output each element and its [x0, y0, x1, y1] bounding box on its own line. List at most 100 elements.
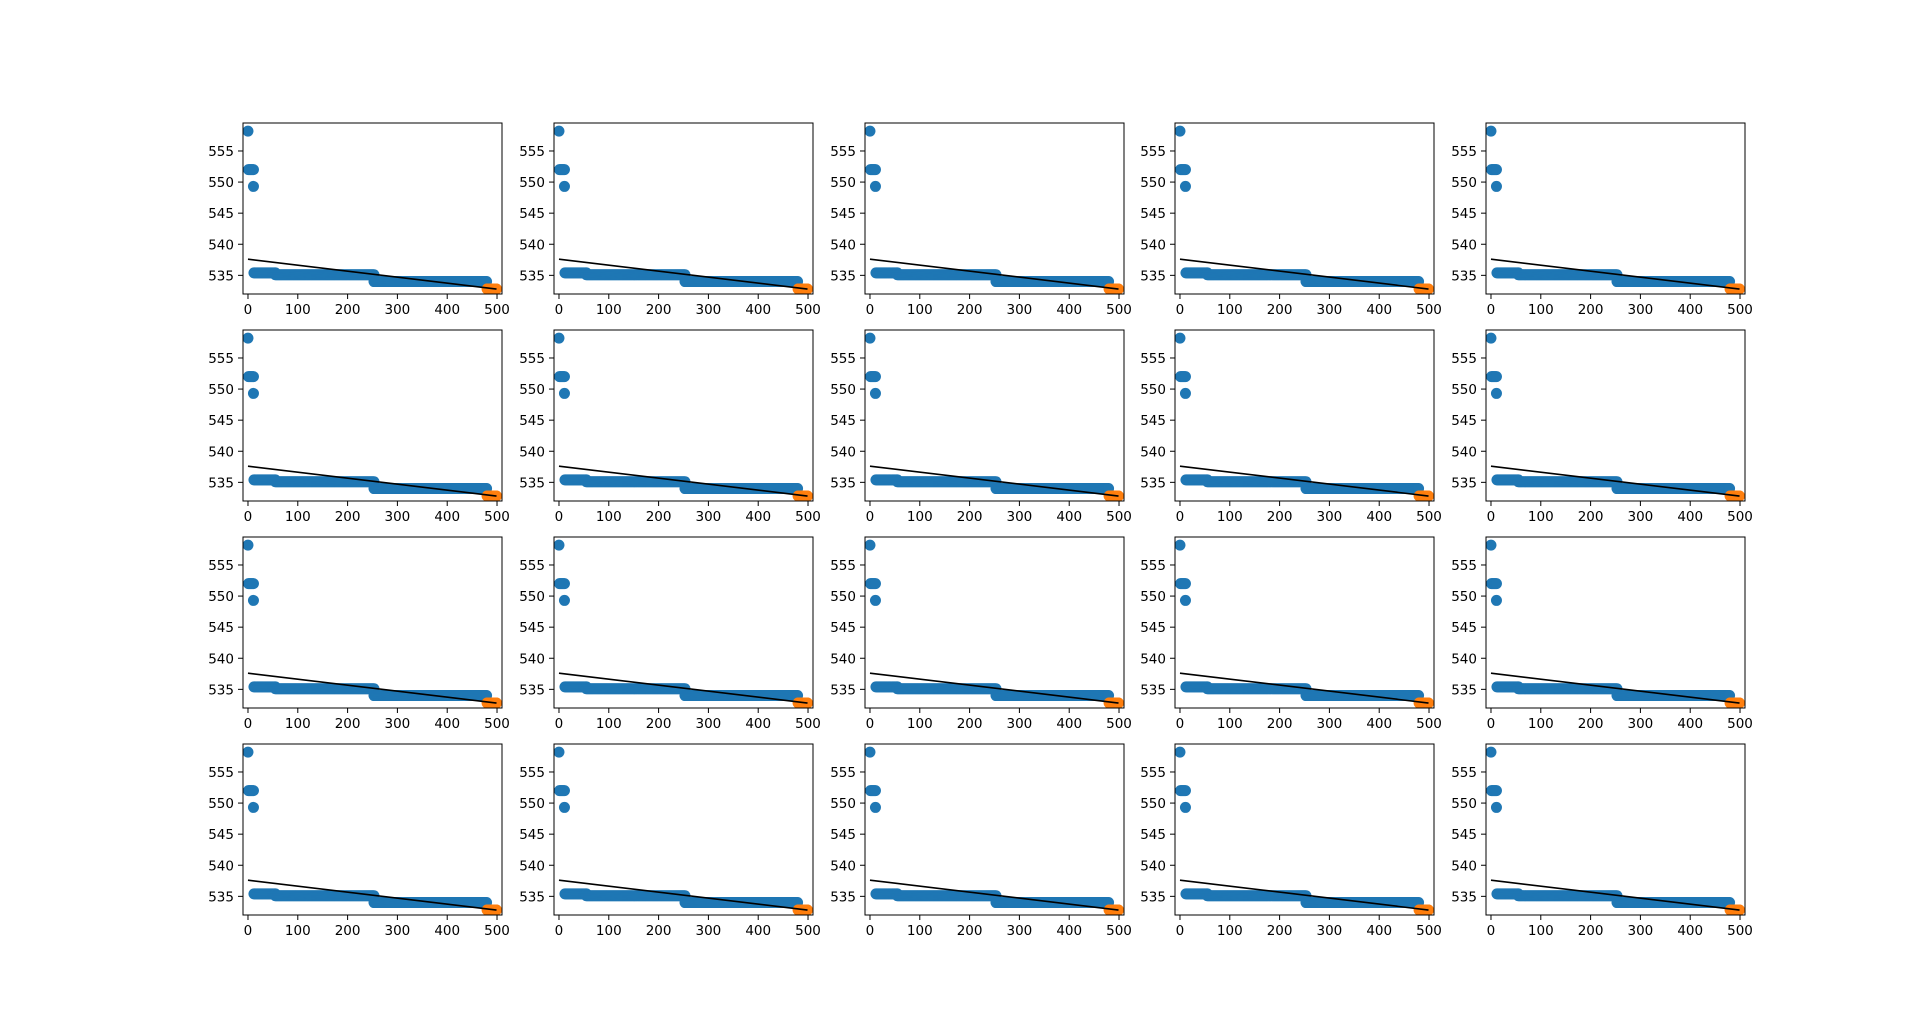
y-tick-label: 550 [1451, 175, 1477, 191]
plot-area [243, 746, 502, 915]
y-tick-label: 550 [208, 796, 234, 812]
x-axis: 0 100 200 300 400 500 [866, 501, 1132, 525]
trend-line [1490, 672, 1740, 704]
x-tick-label: 100 [285, 302, 311, 318]
y-tick-label: 545 [208, 413, 234, 429]
x-tick-label: 300 [1007, 509, 1033, 525]
trend-line [869, 258, 1119, 290]
y-tick-label: 555 [830, 144, 856, 160]
y-tick-label: 550 [1140, 382, 1166, 398]
y-tick-label: 540 [830, 444, 856, 460]
axes-frame [553, 536, 814, 709]
trend-line [247, 465, 497, 497]
y-tick-label: 535 [1451, 268, 1477, 284]
y-tick-label: 535 [830, 268, 856, 284]
x-tick-label: 300 [696, 509, 722, 525]
y-tick-label: 535 [208, 682, 234, 698]
trend-line [558, 258, 808, 290]
x-tick-label: 0 [555, 716, 564, 732]
y-tick-label: 555 [1140, 558, 1166, 574]
y-tick-label: 540 [208, 651, 234, 667]
y-tick-label: 540 [1451, 651, 1477, 667]
y-tick-label: 535 [1140, 268, 1166, 284]
trend-line [247, 258, 497, 290]
x-tick-label: 300 [1007, 302, 1033, 318]
x-tick-label: 400 [1677, 509, 1703, 525]
observed-point [247, 578, 259, 590]
y-tick-label: 535 [1140, 475, 1166, 491]
y-tick-label: 535 [519, 268, 545, 284]
x-axis: 0 100 200 300 400 500 [555, 708, 821, 732]
observed-point [1175, 332, 1186, 344]
observed-point [1179, 371, 1191, 383]
x-tick-label: 100 [285, 509, 311, 525]
y-tick-label: 535 [208, 889, 234, 905]
x-tick-label: 200 [957, 716, 983, 732]
x-tick-label: 400 [745, 509, 771, 525]
trend-line [1179, 465, 1429, 497]
x-tick-label: 500 [484, 302, 510, 318]
x-tick-label: 0 [1487, 716, 1496, 732]
y-tick-label: 555 [208, 144, 234, 160]
trend-line [1490, 258, 1740, 290]
x-axis: 0 100 200 300 400 500 [1176, 294, 1442, 318]
x-tick-label: 200 [1267, 509, 1293, 525]
x-tick-label: 300 [385, 302, 411, 318]
plot-area [865, 332, 1124, 501]
plot-area [554, 125, 813, 294]
y-tick-label: 545 [519, 620, 545, 636]
x-tick-label: 500 [1106, 716, 1132, 732]
x-tick-label: 100 [1217, 302, 1243, 318]
x-tick-label: 400 [434, 923, 460, 939]
axes-frame [1485, 329, 1746, 502]
x-tick-label: 400 [434, 716, 460, 732]
y-tick-label: 550 [208, 175, 234, 191]
x-tick-label: 200 [335, 923, 361, 939]
trend-line [1490, 465, 1740, 497]
x-tick-label: 500 [1416, 509, 1442, 525]
y-tick-label: 555 [830, 558, 856, 574]
observed-point [558, 578, 570, 590]
x-tick-label: 500 [484, 716, 510, 732]
x-tick-label: 200 [646, 509, 672, 525]
axes-frame [864, 536, 1125, 709]
y-tick-label: 550 [519, 382, 545, 398]
x-tick-label: 200 [1267, 302, 1293, 318]
y-tick-label: 540 [1140, 651, 1166, 667]
y-tick-label: 545 [1451, 620, 1477, 636]
plot-area [1486, 539, 1745, 708]
x-axis: 0 100 200 300 400 500 [866, 294, 1132, 318]
observed-point [558, 180, 570, 192]
x-tick-label: 100 [596, 509, 622, 525]
y-tick-label: 555 [1140, 351, 1166, 367]
y-tick-label: 550 [1140, 589, 1166, 605]
x-axis: 0 100 200 300 400 500 [1487, 501, 1753, 525]
trend-line [558, 672, 808, 704]
observed-point [865, 539, 876, 551]
observed-point [247, 387, 259, 399]
y-tick-label: 545 [519, 413, 545, 429]
y-tick-label: 545 [208, 206, 234, 222]
x-axis: 0 100 200 300 400 500 [555, 294, 821, 318]
y-tick-label: 540 [830, 651, 856, 667]
trend-line [247, 879, 497, 911]
axes-frame [242, 329, 503, 502]
plot-area [243, 539, 502, 708]
x-tick-label: 300 [385, 509, 411, 525]
observed-point [1490, 594, 1502, 606]
y-tick-label: 545 [208, 827, 234, 843]
x-tick-label: 300 [385, 923, 411, 939]
y-tick-label: 540 [1451, 237, 1477, 253]
x-tick-label: 400 [1056, 509, 1082, 525]
axes-frame [864, 329, 1125, 502]
series-observed [1486, 539, 1736, 702]
x-tick-label: 500 [1106, 509, 1132, 525]
